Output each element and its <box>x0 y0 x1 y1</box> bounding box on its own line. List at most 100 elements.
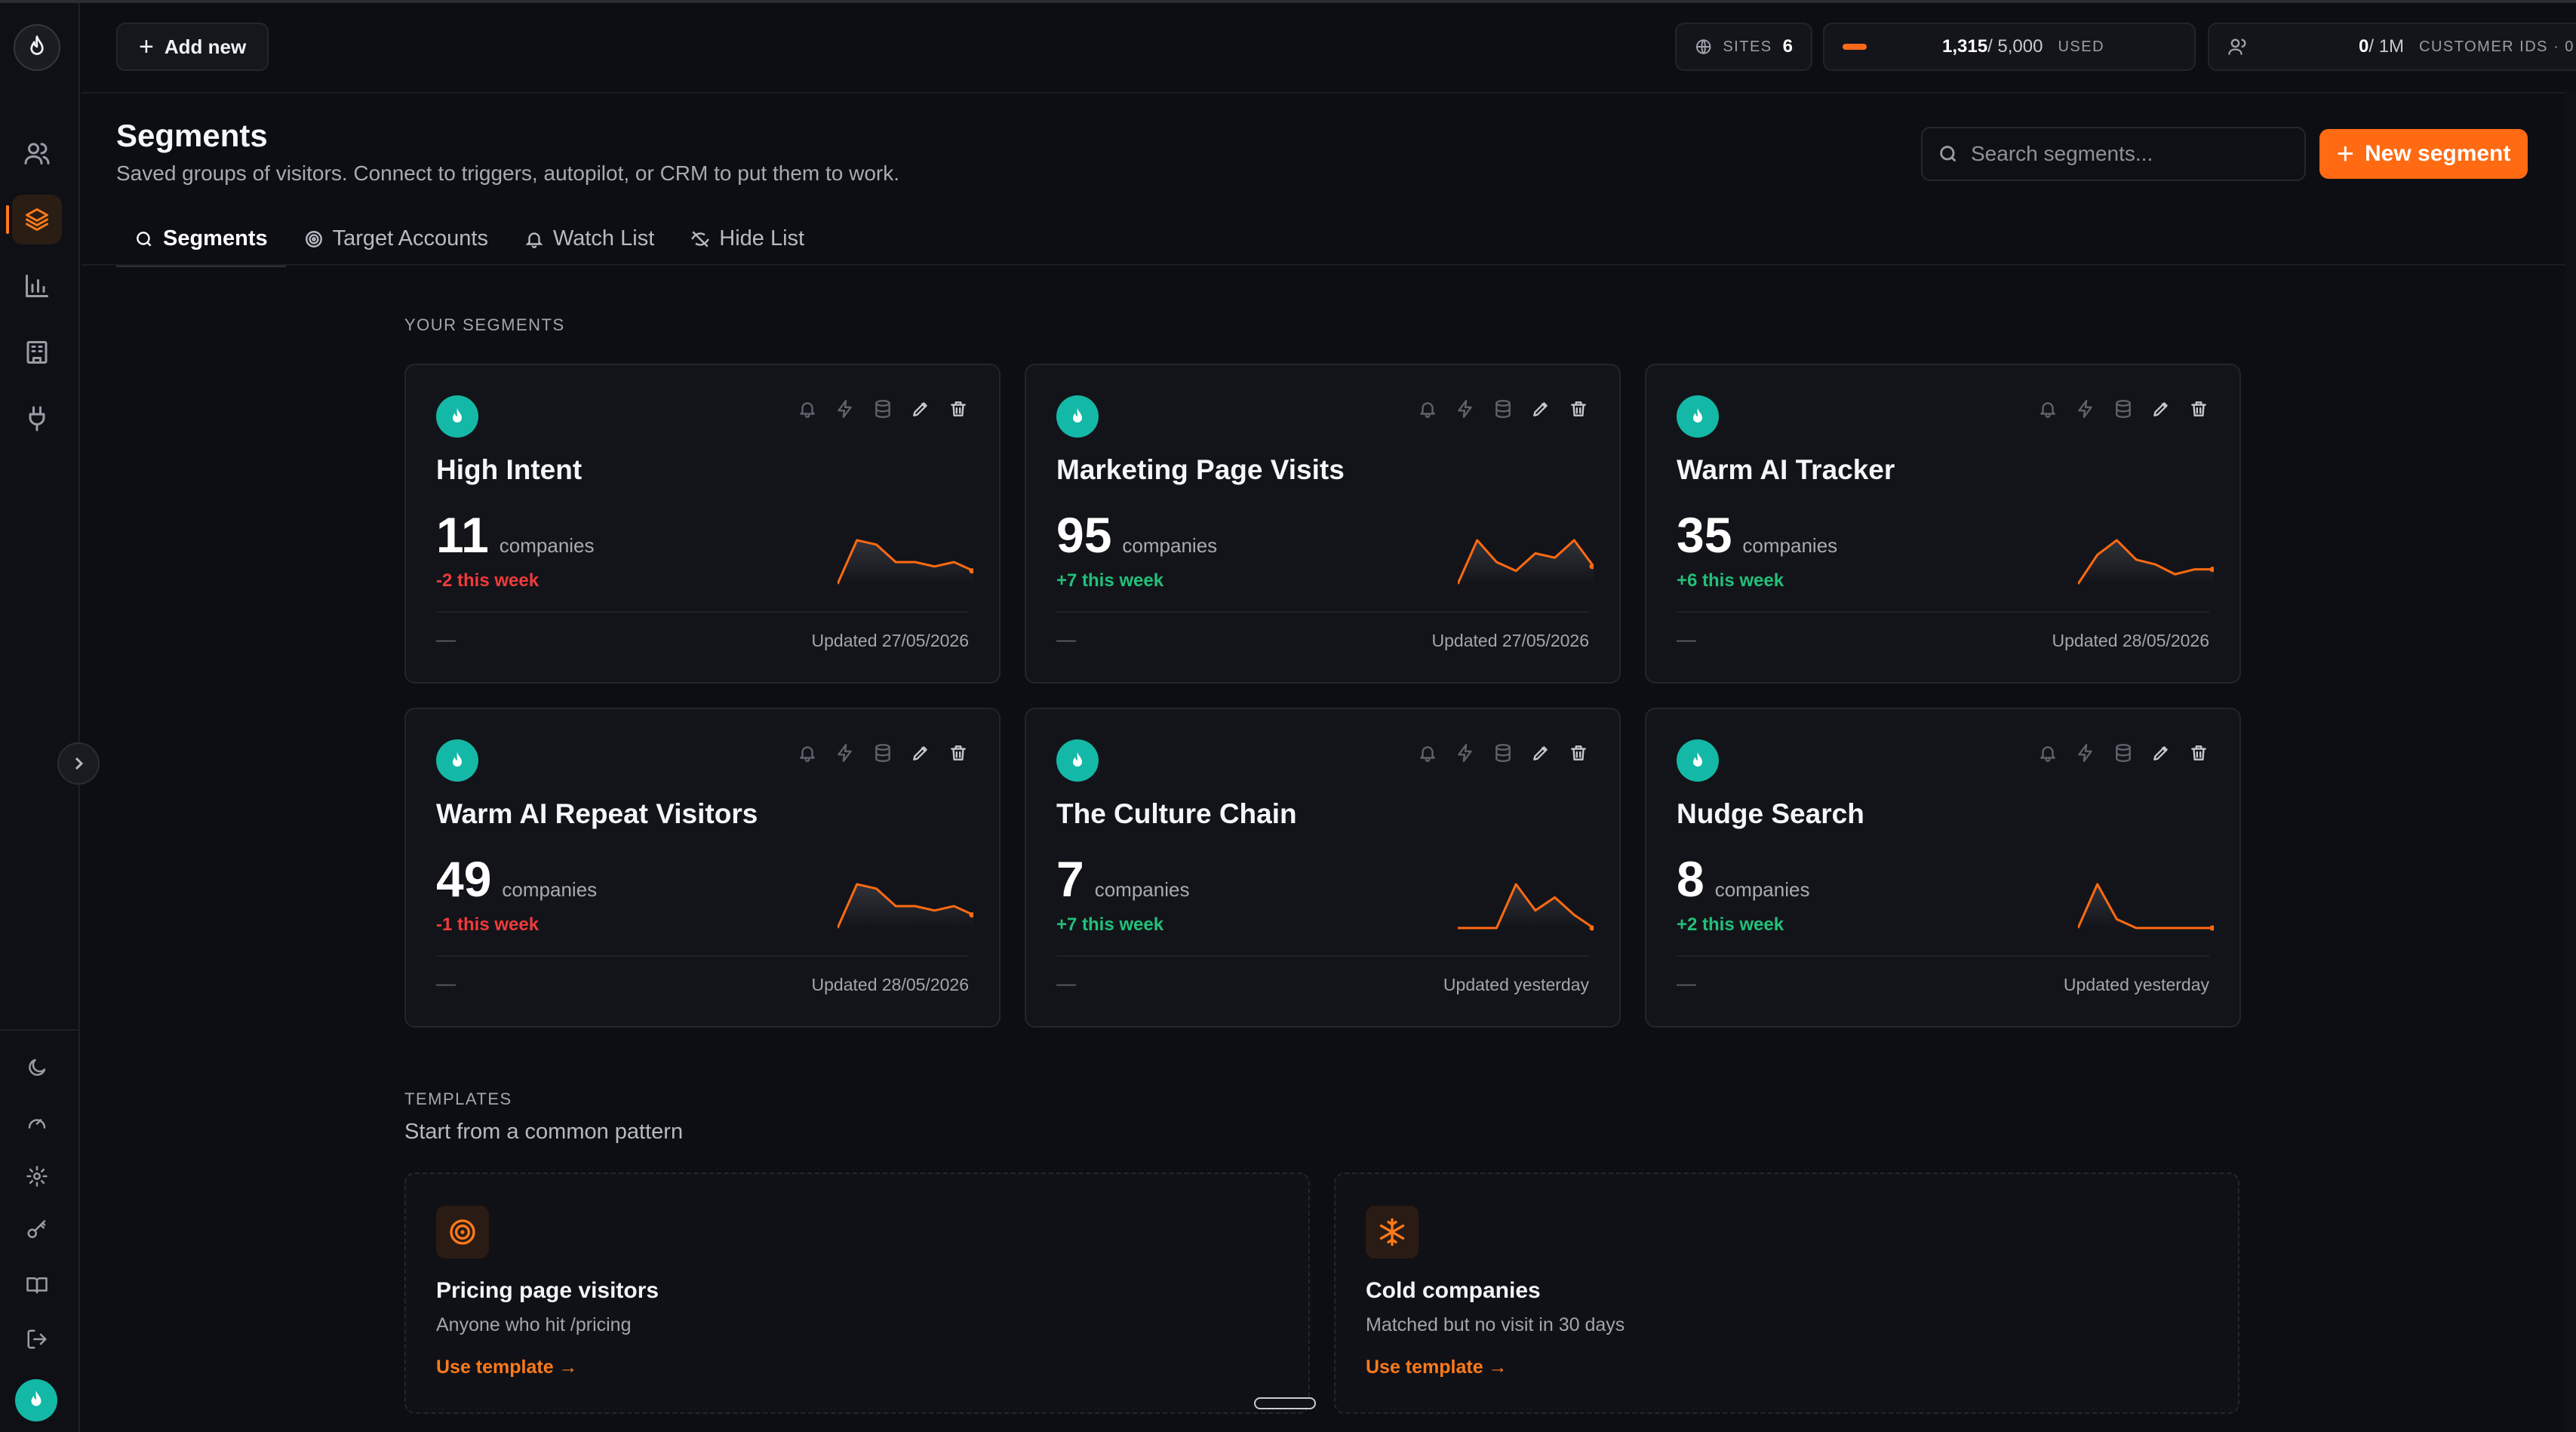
sidebar-item-segments[interactable] <box>6 195 62 244</box>
sidebar-item-integrations[interactable] <box>12 394 62 444</box>
sidebar-item-logout[interactable] <box>18 1320 56 1358</box>
database-icon[interactable] <box>1492 742 1514 764</box>
theme-toggle[interactable] <box>18 1049 56 1086</box>
bolt-icon[interactable] <box>1455 742 1476 764</box>
usage-pill[interactable]: 1,315 / 5,000 USED <box>1823 23 2196 71</box>
segment-actions <box>2037 398 2209 419</box>
segment-card[interactable]: Warm AI Repeat Visitors 49 companies -1 … <box>404 708 1001 1028</box>
avatar[interactable] <box>15 1379 57 1421</box>
sidebar-expand-button[interactable] <box>57 742 100 785</box>
segment-icon <box>436 395 478 438</box>
app-logo[interactable] <box>14 24 60 71</box>
usage-progress-bar <box>1843 44 1867 50</box>
bell-icon[interactable] <box>797 398 818 419</box>
segment-count: 35 <box>1677 507 1732 563</box>
database-icon[interactable] <box>1492 398 1514 419</box>
customer-ids-pill[interactable]: 0 / 1M CUSTOMER IDS · 0 <box>2208 23 2576 71</box>
new-segment-button[interactable]: + New segment <box>2319 129 2528 179</box>
edit-icon[interactable] <box>2150 398 2172 419</box>
flame-icon <box>31 1391 41 1406</box>
sparkline-line <box>838 539 973 585</box>
edit-icon[interactable] <box>910 398 931 419</box>
top-bar: + Add new SITES 6 1,315 / 5,000 USED 0 /… <box>81 3 2576 94</box>
customer-ids-total: / 1M <box>2369 36 2405 57</box>
logout-icon <box>27 1329 47 1349</box>
eye-off-icon <box>691 230 710 247</box>
flame-icon <box>453 408 462 423</box>
usage-used: 1,315 <box>1942 36 1988 57</box>
sparkline-line <box>1458 883 1594 930</box>
tab-watch-list[interactable]: Watch List <box>506 213 672 267</box>
use-template-link[interactable]: Use template → <box>436 1357 578 1378</box>
scrollbar-track[interactable] <box>2565 91 2576 1432</box>
sidebar-item-docs[interactable] <box>18 1266 56 1304</box>
trash-icon[interactable] <box>948 742 969 764</box>
gauge-icon <box>28 1119 46 1129</box>
sidebar-item-api-keys[interactable] <box>18 1212 56 1249</box>
segment-card[interactable]: Marketing Page Visits 95 companies +7 th… <box>1025 364 1621 684</box>
tab-label: Segments <box>163 226 268 250</box>
trash-icon[interactable] <box>2188 398 2209 419</box>
segment-icon <box>1056 395 1099 438</box>
bell-icon[interactable] <box>1417 742 1438 764</box>
segment-sparkline <box>1458 539 1594 585</box>
sidebar-item-companies[interactable] <box>12 327 62 377</box>
segment-card[interactable]: High Intent 11 companies -2 this week — … <box>404 364 1001 684</box>
template-card-pricing[interactable]: Pricing page visitors Anyone who hit /pr… <box>404 1172 1310 1414</box>
tab-hide-list[interactable]: Hide List <box>672 213 822 267</box>
template-title: Pricing page visitors <box>436 1278 659 1303</box>
segment-count: 7 <box>1056 851 1084 907</box>
snowflake-icon <box>1379 1218 1405 1246</box>
sites-pill[interactable]: SITES 6 <box>1675 23 1812 71</box>
segment-card[interactable]: Nudge Search 8 companies +2 this week — … <box>1645 708 2241 1028</box>
database-icon[interactable] <box>2113 398 2134 419</box>
bolt-icon[interactable] <box>835 398 856 419</box>
edit-icon[interactable] <box>1530 742 1551 764</box>
bell-icon[interactable] <box>1417 398 1438 419</box>
edit-icon[interactable] <box>910 742 931 764</box>
use-template-link[interactable]: Use template → <box>1366 1357 1508 1378</box>
segment-updated: Updated yesterday <box>2063 975 2209 994</box>
scroll-indicator[interactable] <box>1254 1397 1316 1409</box>
segment-title: The Culture Chain <box>1056 798 1297 829</box>
bolt-icon[interactable] <box>2075 398 2096 419</box>
bell-icon[interactable] <box>2037 742 2058 764</box>
sidebar-item-people[interactable] <box>12 128 62 178</box>
segment-card[interactable]: The Culture Chain 7 companies +7 this we… <box>1025 708 1621 1028</box>
bolt-icon[interactable] <box>2075 742 2096 764</box>
trash-icon[interactable] <box>2188 742 2209 764</box>
tab-target-accounts[interactable]: Target Accounts <box>286 213 506 267</box>
trash-icon[interactable] <box>948 398 969 419</box>
trash-icon[interactable] <box>1568 742 1589 764</box>
search-input[interactable]: Search segments... <box>1921 127 2306 181</box>
flame-icon <box>453 752 462 767</box>
segment-weekly-change: +7 this week <box>1056 914 1164 935</box>
database-icon[interactable] <box>872 742 893 764</box>
segment-card[interactable]: Warm AI Tracker 35 companies +6 this wee… <box>1645 364 2241 684</box>
gear-icon <box>26 1166 48 1187</box>
sidebar-item-analytics[interactable] <box>12 261 62 311</box>
bell-icon[interactable] <box>797 742 818 764</box>
sidebar-item-performance[interactable] <box>18 1103 56 1141</box>
trash-icon[interactable] <box>1568 398 1589 419</box>
tab-segments[interactable]: Segments <box>116 213 286 267</box>
database-icon[interactable] <box>872 398 893 419</box>
edit-icon[interactable] <box>1530 398 1551 419</box>
template-card-cold[interactable]: Cold companies Matched but no visit in 3… <box>1334 1172 2239 1414</box>
bell-icon[interactable] <box>2037 398 2058 419</box>
segment-count-row: 49 companies <box>436 854 597 904</box>
flame-icon <box>1693 408 1702 423</box>
bolt-icon[interactable] <box>835 742 856 764</box>
flame-icon <box>1073 752 1082 767</box>
search-placeholder: Search segments... <box>1971 142 2153 165</box>
card-divider <box>436 611 969 613</box>
add-new-button[interactable]: + Add new <box>116 23 269 71</box>
template-description: Matched but no visit in 30 days <box>1366 1314 1625 1335</box>
database-icon[interactable] <box>2113 742 2134 764</box>
edit-icon[interactable] <box>2150 742 2172 764</box>
sites-label: SITES <box>1723 38 1772 55</box>
segment-sparkline <box>838 883 973 929</box>
flame-icon <box>30 35 44 55</box>
sidebar-item-settings[interactable] <box>18 1157 56 1195</box>
bolt-icon[interactable] <box>1455 398 1476 419</box>
